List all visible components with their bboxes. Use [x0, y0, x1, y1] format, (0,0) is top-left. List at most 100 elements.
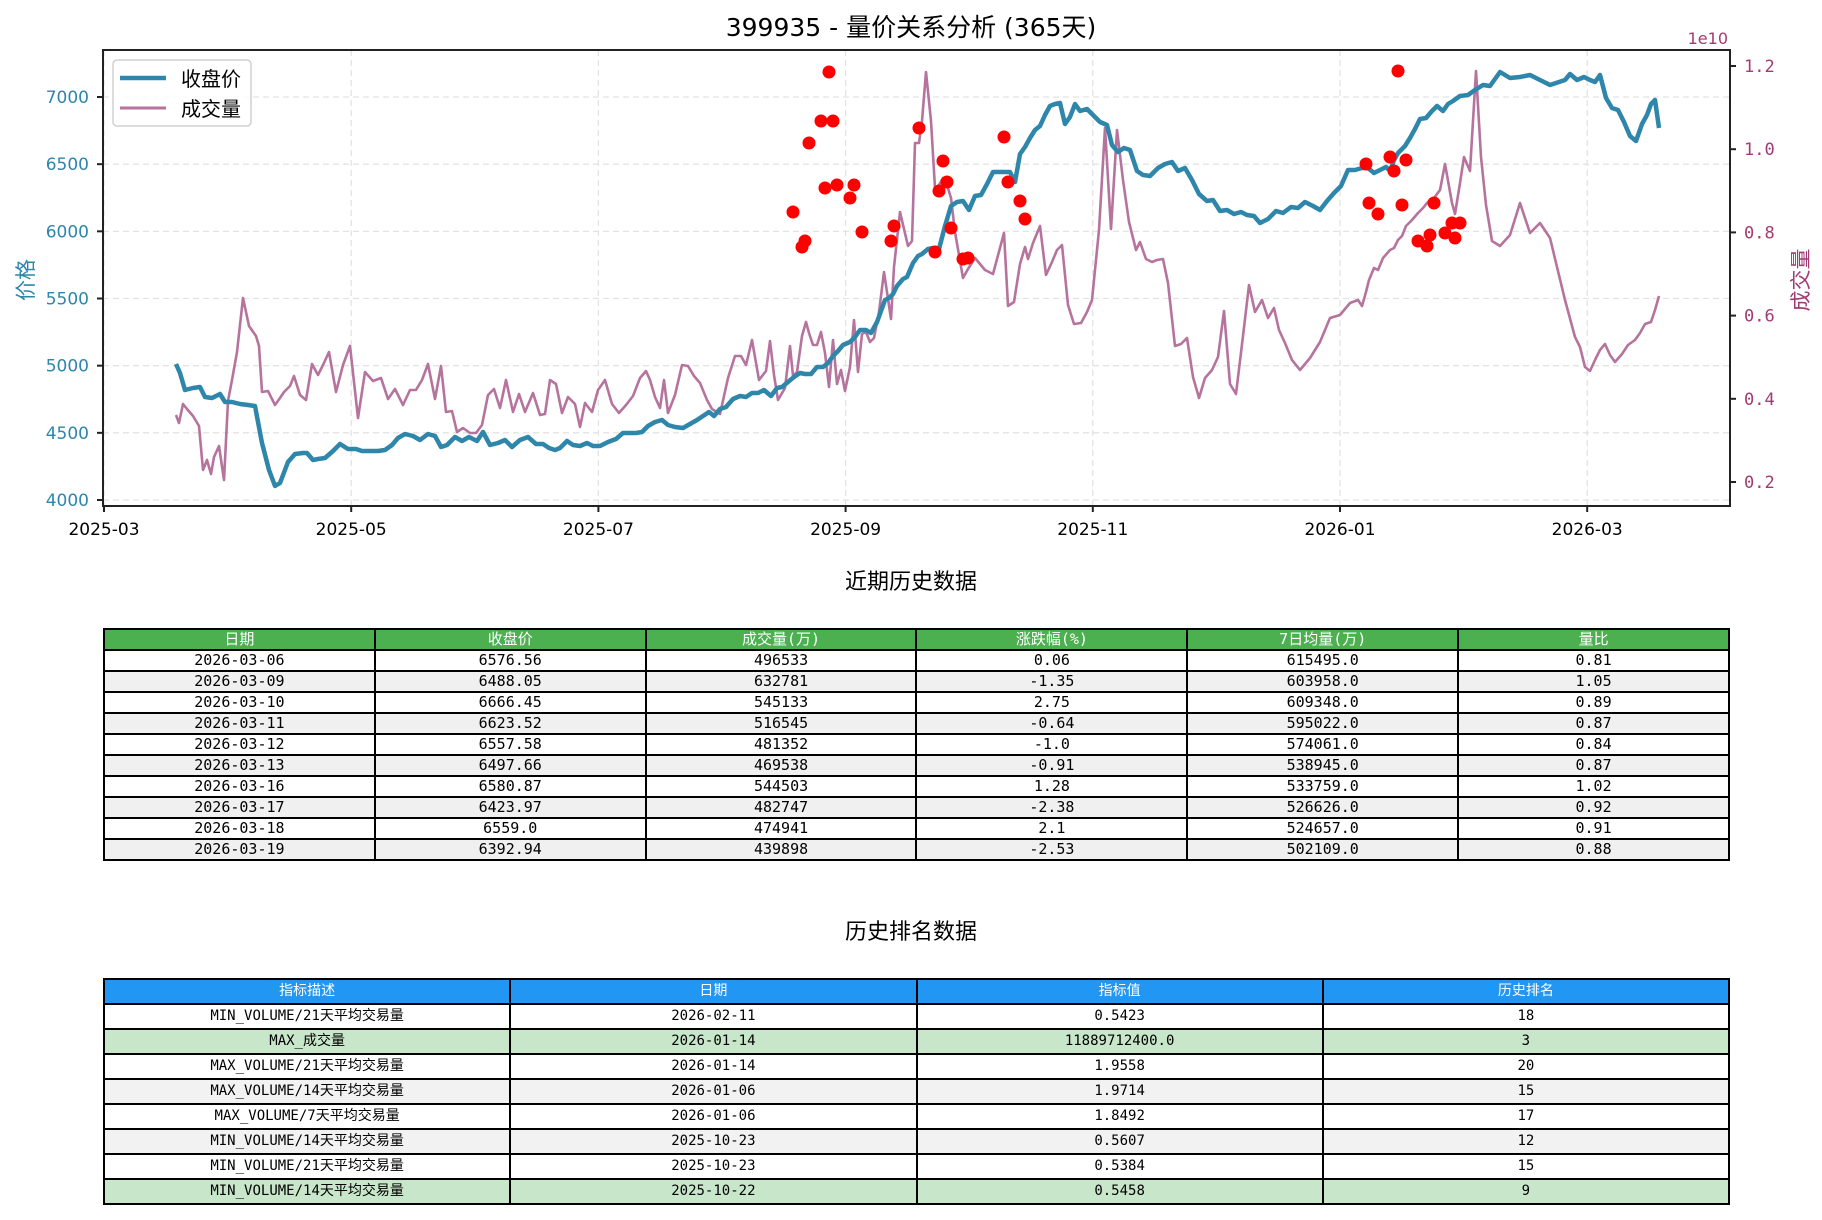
table-row: 2026-03-18 6559.0 474941 2.1 524657.0 0.91: [103, 817, 1730, 840]
table-cell: 0.88: [1457, 838, 1730, 861]
x-tick-label: 2026-03: [1552, 520, 1623, 540]
x-axis: 2025-03 2025-05 2025-07 2025-09 2025-11 2026-…: [68, 506, 1623, 540]
table-row: 2026-03-19 6392.94 439898 -2.53 502109.0 0.88: [103, 838, 1730, 861]
grid-lines: [103, 50, 1730, 506]
table-cell: 516545: [644, 712, 918, 735]
table-cell: 0.5607: [915, 1128, 1324, 1155]
volume-spike-marker: [1399, 153, 1413, 167]
recent-table-title: 近期历史数据: [844, 570, 977, 595]
table-cell: 545133: [644, 691, 918, 714]
left-tick-label: 5000: [46, 357, 89, 377]
table-cell: 6666.45: [373, 691, 647, 714]
volume-spike-marker: [912, 121, 926, 135]
volume-spike-marker: [1013, 194, 1027, 208]
plot-frame: [102, 49, 1731, 507]
volume-spike-marker: [1427, 196, 1441, 210]
table-header-row: 日期 收盘价 成交量(万) 涨跌幅(%) 7日均量(万) 量比: [103, 628, 1730, 651]
x-tick-label: 2025-11: [1057, 520, 1128, 540]
price-series: [173, 69, 1662, 489]
table-cell: 15: [1321, 1078, 1731, 1105]
table-cell: MIN_VOLUME/14天平均交易量: [102, 1128, 512, 1155]
volume-spike-marker: [940, 175, 954, 189]
legend-price-label: 收盘价: [181, 67, 241, 91]
table-cell: 632781: [644, 670, 918, 693]
volume-spike-marker: [1387, 164, 1401, 178]
recent-history-table: 日期 收盘价 成交量(万) 涨跌幅(%) 7日均量(万) 量比 2026-03-06 657…: [103, 628, 1730, 861]
volume-spike-marker: [1391, 64, 1405, 78]
column-header: 成交量(万): [644, 628, 918, 651]
table-cell: -1.0: [915, 733, 1189, 756]
column-header: 日期: [509, 978, 918, 1005]
volume-spike-marker: [1395, 198, 1409, 212]
volume-spike-marker: [843, 191, 857, 205]
table-cell: MAX_VOLUME/21天平均交易量: [102, 1053, 512, 1080]
volume-spike-marker: [798, 234, 812, 248]
table-row: MIN_VOLUME/14天平均交易量 2025-10-22 0.5458 9: [102, 1178, 1731, 1205]
table-cell: 2025-10-22: [509, 1178, 918, 1205]
table-cell: -2.38: [915, 796, 1189, 819]
left-tick-label: 6500: [46, 155, 89, 175]
table-cell: 524657.0: [1186, 817, 1460, 840]
table-row: 2026-03-11 6623.52 516545 -0.64 595022.0 0.87: [103, 712, 1730, 735]
table-cell: 469538: [644, 754, 918, 777]
table-cell: 0.81: [1457, 649, 1730, 672]
table-cell: 2025-10-23: [509, 1128, 918, 1155]
table-cell: 481352: [644, 733, 918, 756]
column-header: 日期: [103, 628, 376, 651]
table-cell: 1.28: [915, 775, 1189, 798]
table-cell: 533759.0: [1186, 775, 1460, 798]
table-row: 2026-03-12 6557.58 481352 -1.0 574061.0 0.84: [103, 733, 1730, 756]
volume-spike-marker: [997, 130, 1011, 144]
table-cell: 12: [1321, 1128, 1731, 1155]
table-cell: MAX_成交量: [102, 1028, 512, 1055]
table-cell: 496533: [644, 649, 918, 672]
table-cell: MAX_VOLUME/7天平均交易量: [102, 1103, 512, 1130]
table-cell: 2026-01-06: [509, 1103, 918, 1130]
price-volume-chart: 399935 - 量价关系分析 (365天) 4000 4500 5000 5500 6…: [14, 13, 1813, 540]
table-row: MIN_VOLUME/21天平均交易量 2026-02-11 0.5423 18: [102, 1003, 1731, 1030]
right-tick-label: 0.6: [1744, 307, 1775, 327]
table-cell: 1.8492: [915, 1103, 1324, 1130]
table-cell: MIN_VOLUME/21天平均交易量: [102, 1003, 512, 1030]
column-header: 指标值: [915, 978, 1324, 1005]
table-cell: 2026-01-06: [509, 1078, 918, 1105]
column-header: 历史排名: [1321, 978, 1731, 1005]
table-cell: 538945.0: [1186, 754, 1460, 777]
table-cell: 2026-03-09: [103, 670, 376, 693]
table-cell: 2.75: [915, 691, 1189, 714]
table-row: 2026-03-16 6580.87 544503 1.28 533759.0 1.02: [103, 775, 1730, 798]
volume-spike-marker: [826, 114, 840, 128]
column-header: 收盘价: [373, 628, 647, 651]
table-cell: 0.5384: [915, 1153, 1324, 1180]
volume-spike-marker: [814, 114, 828, 128]
volume-spike-marker: [1423, 228, 1437, 242]
table-cell: 609348.0: [1186, 691, 1460, 714]
table-cell: 544503: [644, 775, 918, 798]
volume-spike-marker: [847, 178, 861, 192]
table-cell: MIN_VOLUME/14天平均交易量: [102, 1178, 512, 1205]
volume-spike-markers: [786, 64, 1467, 266]
table-cell: 439898: [644, 838, 918, 861]
table-cell: 6580.87: [373, 775, 647, 798]
table-cell: 2026-03-12: [103, 733, 376, 756]
x-tick-label: 2026-01: [1304, 520, 1375, 540]
volume-spike-marker: [1371, 207, 1385, 221]
volume-spike-marker: [786, 205, 800, 219]
volume-spike-marker: [855, 225, 869, 239]
table-cell: 0.84: [1457, 733, 1730, 756]
table-cell: 6497.66: [373, 754, 647, 777]
table-cell: 6623.52: [373, 712, 647, 735]
table-row: 2026-03-06 6576.56 496533 0.06 615495.0 0.81: [103, 649, 1730, 672]
x-tick-label: 2025-05: [316, 520, 387, 540]
table-row: MIN_VOLUME/14天平均交易量 2025-10-23 0.5607 12: [102, 1128, 1731, 1155]
table-cell: 2026-03-06: [103, 649, 376, 672]
table-cell: 6559.0: [373, 817, 647, 840]
volume-spike-marker: [1420, 239, 1434, 253]
table-cell: 2026-03-13: [103, 754, 376, 777]
table-cell: MIN_VOLUME/21天平均交易量: [102, 1153, 512, 1180]
volume-spike-marker: [1018, 212, 1032, 226]
x-tick-label: 2025-09: [810, 520, 881, 540]
table-row: 2026-03-09 6488.05 632781 -1.35 603958.0 1.05: [103, 670, 1730, 693]
volume-spike-marker: [1359, 157, 1373, 171]
left-y-axis: 4000 4500 5000 5500 6000 6500 7000: [46, 88, 103, 511]
